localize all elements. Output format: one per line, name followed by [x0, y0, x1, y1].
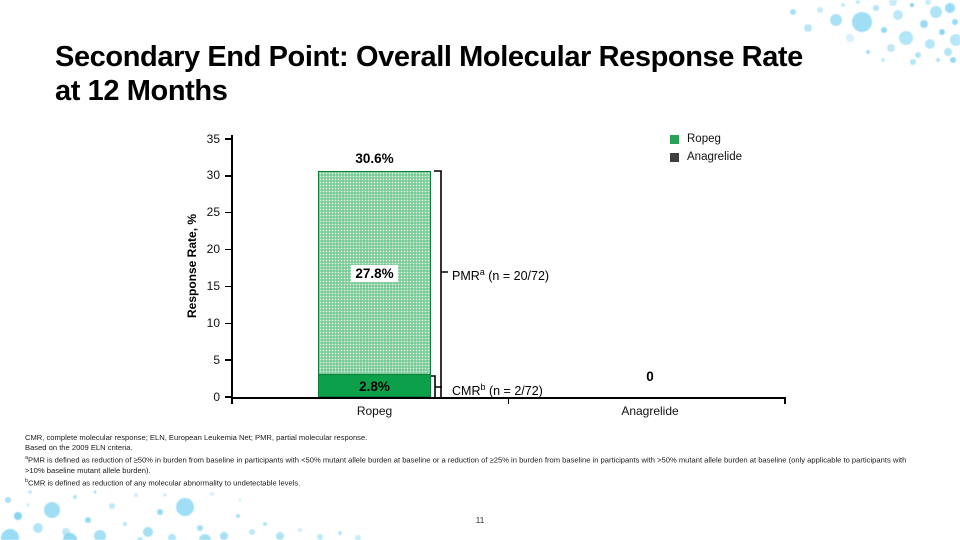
legend-swatch-anagrelide-icon [670, 152, 679, 162]
slide-title-line1: Secondary End Point: Overall Molecular R… [55, 41, 803, 73]
legend-item-anagrelide: Anagrelide [670, 148, 742, 166]
y-tick-mark [225, 175, 232, 177]
y-tick-label: 5 [213, 352, 220, 367]
cmr-annotation-name: CMR [452, 384, 481, 399]
pmr-annotation: PMRa (n = 20/72) [452, 264, 549, 284]
x-tick-mark [507, 399, 510, 404]
y-tick-label: 35 [206, 131, 220, 146]
y-tick-label: 0 [213, 389, 220, 404]
pmr-annotation-sup: a [479, 267, 485, 277]
y-tick-label: 20 [206, 242, 220, 257]
pmr-value-label: 27.8% [318, 264, 431, 283]
x-axis-line [231, 397, 786, 399]
footnote-line: CMR, complete molecular response; ELN, E… [25, 433, 368, 442]
legend-swatch-ropeg-icon [670, 134, 679, 144]
pmr-value-box: 27.8% [351, 264, 398, 282]
y-tick-mark [225, 211, 232, 214]
cmr-value-label: 2.8% [359, 378, 390, 394]
pmr-annotation-name: PMR [452, 269, 480, 284]
y-tick-label: 15 [206, 278, 220, 293]
cmr-annotation: CMRb (n = 2/72) [452, 379, 543, 399]
footnote-line: Based on the 2009 ELN criteria. [25, 443, 133, 452]
cmr-annotation-sup: b [480, 382, 486, 392]
y-tick-mark [225, 396, 232, 398]
legend-label-anagrelide: Anagrelide [687, 151, 742, 163]
y-tick-mark [225, 359, 232, 361]
x-tick-mark [784, 399, 786, 404]
y-axis-line [231, 135, 233, 399]
y-tick-mark [225, 248, 232, 251]
slide-title-line2: at 12 Months [55, 75, 228, 107]
bar-segment-cmr [319, 374, 430, 396]
x-category-label-ropeg: Ropeg [356, 404, 393, 418]
total-value-label-ropeg: 30.6% [355, 151, 394, 167]
footnote-line: bCMR is defined as reduction of any mole… [25, 477, 301, 488]
pmr-cmr-brackets [428, 170, 448, 399]
y-tick-label: 10 [206, 315, 220, 330]
total-value-label-anagrelide: 0 [646, 369, 654, 384]
bubbles-decoration-top-right [790, 0, 960, 65]
pmr-annotation-n: (n = 20/72) [484, 269, 550, 284]
legend-label-ropeg: Ropeg [687, 133, 721, 145]
y-tick-label: 25 [206, 205, 220, 220]
footnotes: CMR, complete molecular response; ELN, E… [25, 433, 922, 488]
chart-legend: Ropeg Anagrelide [670, 130, 742, 166]
legend-item-ropeg: Ropeg [670, 130, 742, 148]
x-tick-mark [231, 399, 233, 404]
y-tick-mark [225, 285, 232, 288]
y-tick-mark [225, 322, 232, 325]
page-number: 11 [475, 515, 485, 525]
x-category-label-anagrelide: Anagrelide [621, 404, 679, 418]
footnote-line: aPMR is defined as reduction of ≥50% in … [25, 455, 907, 475]
y-tick-label: 30 [206, 168, 220, 183]
slide-title: Secondary End Point: Overall Molecular R… [55, 40, 935, 108]
cmr-annotation-n: (n = 2/72) [485, 384, 543, 399]
bubbles-decoration-bottom-left [1, 490, 361, 540]
y-tick-mark [225, 138, 232, 140]
bar-ropeg [318, 171, 431, 397]
